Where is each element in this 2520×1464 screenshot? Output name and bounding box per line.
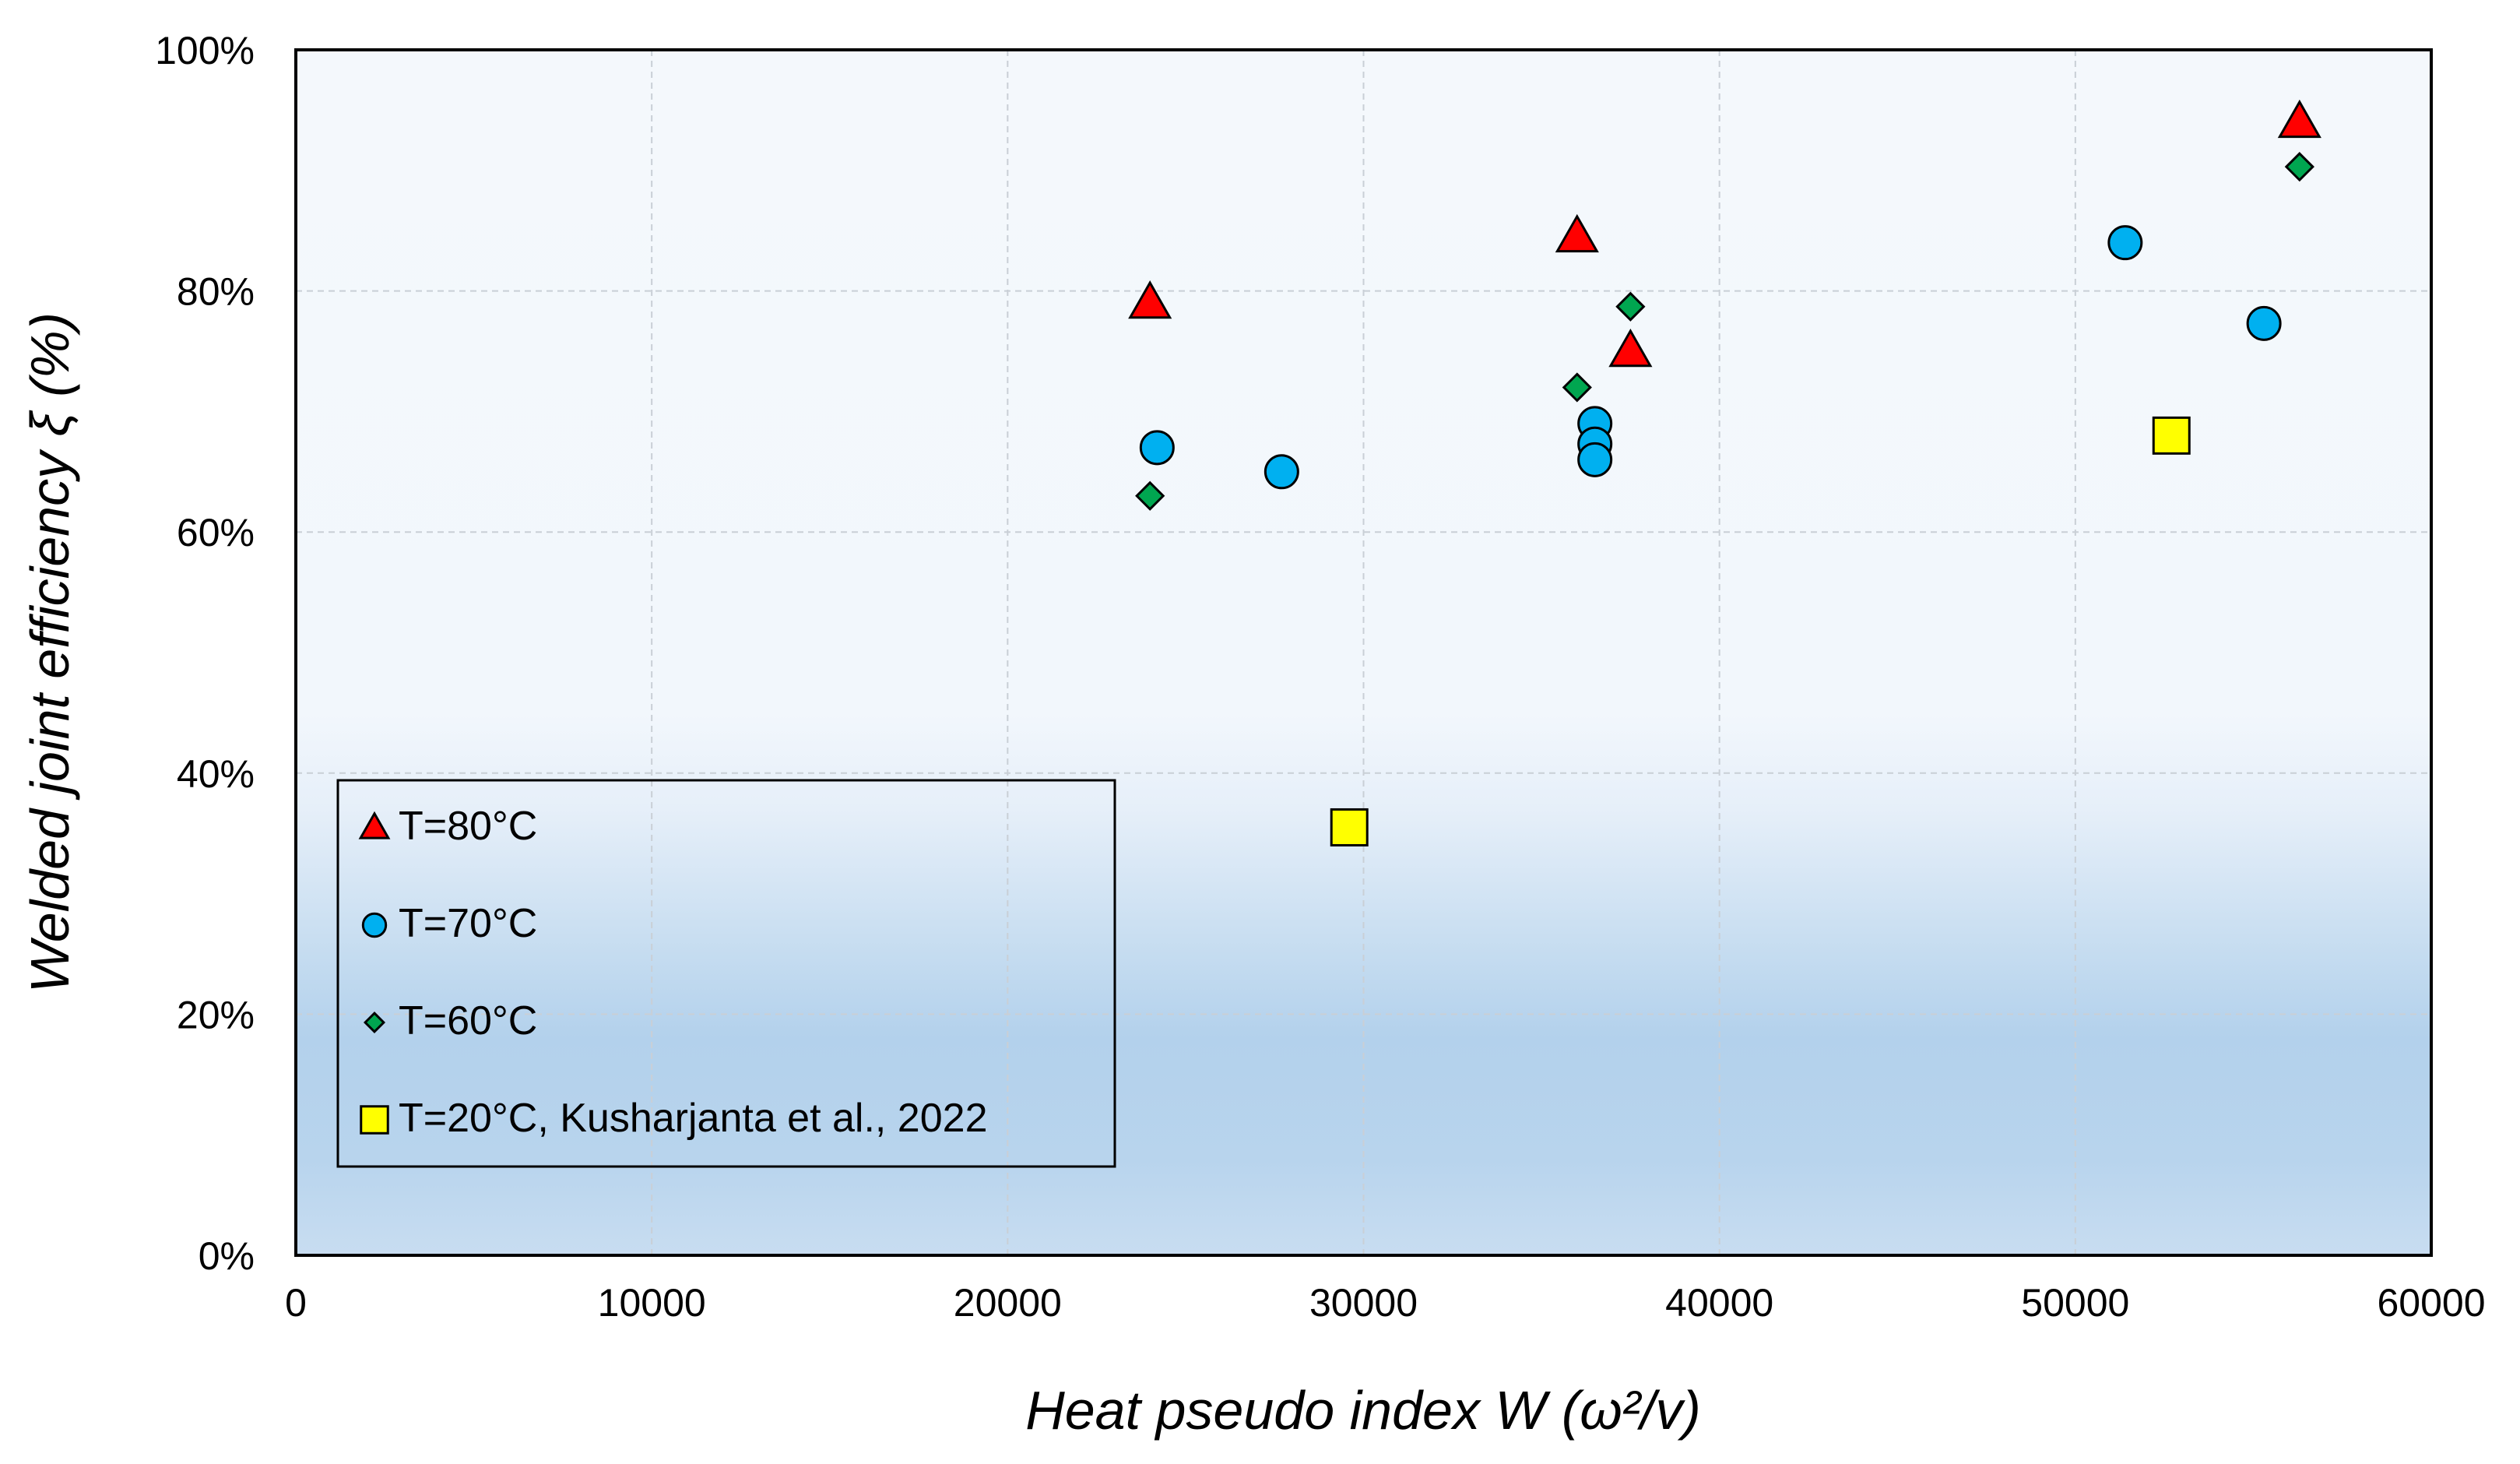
- data-point-series-1-circle: [1264, 454, 1299, 490]
- y-tick-label: 20%: [177, 993, 255, 1036]
- x-tick-label: 30000: [1309, 1281, 1418, 1325]
- y-tick-label: 0%: [199, 1234, 255, 1278]
- legend-marker-circle: [361, 912, 388, 938]
- legend-marker-diamond: [363, 1011, 386, 1034]
- data-marks: [1128, 99, 2321, 846]
- data-point-series-1-circle: [1577, 442, 1613, 477]
- data-point-series-0-triangle: [1555, 213, 1599, 253]
- data-point-series-1-circle: [2246, 305, 2282, 341]
- data-point-series-0-triangle: [1128, 280, 1172, 319]
- data-point-series-0-triangle: [2277, 99, 2321, 139]
- plot-border: [294, 48, 2433, 1257]
- legend-label-80c: T=80°C: [399, 804, 537, 849]
- data-point-series-2-diamond: [1562, 372, 1592, 403]
- grid-lines: [296, 50, 2431, 1255]
- legend-marker-triangle: [358, 811, 391, 839]
- y-tick-label: 80%: [177, 270, 255, 314]
- data-point-series-3-square: [1330, 808, 1369, 846]
- data-point-series-2-diamond: [2284, 152, 2314, 182]
- tick-labels: 0 10000 20000 30000 40000 50000 60000 0% 20% 40% 6…: [155, 29, 2485, 1325]
- data-point-series-1-circle: [2107, 225, 2143, 261]
- legend: T=80°C T=70°C T=60°C T=20°C, Kusharjanta…: [336, 779, 1116, 1168]
- data-point-series-0-triangle: [1608, 328, 1653, 368]
- x-axis-title: Heat pseudo index W (ω²/v): [1025, 1380, 1701, 1441]
- y-axis-title: Welded joint efficiency ξ (%): [19, 312, 80, 993]
- x-tick-label: 20000: [954, 1281, 1062, 1325]
- x-tick-label: 60000: [2377, 1281, 2485, 1325]
- legend-markers: [358, 811, 391, 1135]
- y-tick-label: 60%: [177, 511, 255, 554]
- legend-marker-square: [360, 1105, 389, 1135]
- x-tick-label: 40000: [1665, 1281, 1773, 1325]
- y-tick-label: 40%: [177, 752, 255, 796]
- legend-label-20c: T=20°C, Kusharjanta et al., 2022: [399, 1096, 988, 1141]
- x-tick-label: 0: [285, 1281, 307, 1325]
- x-tick-label: 50000: [2021, 1281, 2129, 1325]
- y-tick-label: 100%: [155, 29, 255, 72]
- data-point-series-1-circle: [1139, 430, 1175, 466]
- data-point-series-3-square: [2152, 416, 2191, 455]
- data-point-series-2-diamond: [1615, 291, 1646, 322]
- x-tick-label: 10000: [598, 1281, 706, 1325]
- data-point-series-2-diamond: [1135, 480, 1165, 511]
- legend-label-70c: T=70°C: [399, 901, 537, 946]
- legend-label-60c: T=60°C: [399, 998, 537, 1043]
- legend-box: [336, 779, 1116, 1168]
